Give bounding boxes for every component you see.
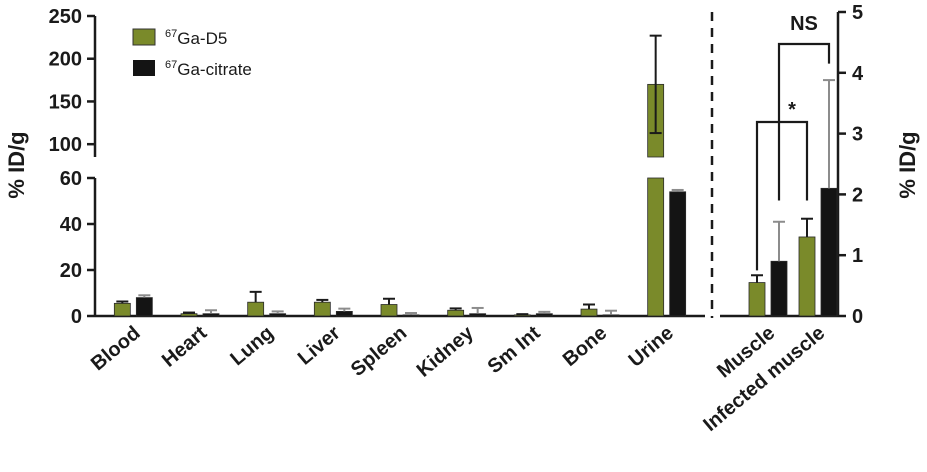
legend-sup-ga-d5: 67 (165, 28, 177, 40)
bar-ga-citrate (135, 297, 153, 317)
bar-ga-citrate (602, 314, 620, 317)
bar-ga-citrate (202, 313, 220, 317)
category-label: Lung (226, 322, 278, 370)
bar-ga-d5 (580, 308, 598, 317)
category-label: Bone (559, 322, 611, 371)
right-tick-label: 2 (852, 184, 863, 206)
left-tick-label: 40 (60, 214, 82, 236)
left-tick-label: 0 (71, 306, 82, 328)
right-tick-label: 5 (852, 2, 863, 24)
bar-ga-d5 (180, 313, 198, 317)
left-y-axis: 0 20 40 60 100 150 200 250 (49, 6, 705, 328)
bar-ga-d5 (447, 309, 465, 317)
legend-label-ga-citrate: 67Ga-citrate (165, 59, 252, 79)
significance-ns-label: NS (790, 13, 818, 35)
right-y-axis-title: % ID/g (895, 131, 920, 198)
category-label: Urine (625, 322, 678, 372)
legend-text-ga-citrate: Ga-citrate (177, 60, 252, 79)
right-tick-label: 1 (852, 245, 863, 267)
bar-ga-citrate (535, 313, 553, 317)
left-tick-label: 100 (49, 134, 82, 156)
error-bars (116, 34, 835, 316)
category-label: Heart (158, 322, 212, 372)
legend-text-ga-d5: Ga-D5 (177, 29, 227, 48)
left-tick-label: 60 (60, 168, 82, 190)
bar-ga-citrate (402, 314, 420, 317)
category-labels: Blood Heart Lung Liver Spleen Kidney Sm Int Bon… (87, 321, 829, 436)
legend-swatch-ga-d5 (132, 28, 156, 46)
bar-right-ga-d5 (798, 236, 816, 317)
category-label: Spleen (347, 322, 411, 381)
right-tick-label: 4 (852, 63, 864, 85)
bar-ga-d5 (313, 301, 331, 317)
left-y-axis-title: % ID/g (4, 131, 29, 198)
legend-label-ga-d5: 67Ga-D5 (165, 28, 227, 48)
bracket-star (755, 120, 809, 271)
legend-swatch-ga-citrate (133, 60, 155, 76)
left-tick-label: 250 (49, 6, 82, 28)
left-tick-label: 200 (49, 49, 82, 71)
category-label: Kidney (413, 321, 479, 381)
bar-ga-d5-lower (647, 177, 665, 317)
bar-right-ga-citrate (820, 187, 838, 317)
bar-ga-citrate (669, 191, 687, 317)
bar-ga-citrate (269, 313, 287, 317)
right-tick-label: 0 (852, 306, 863, 328)
bar-ga-d5 (247, 301, 265, 317)
category-label: Sm Int (484, 322, 545, 378)
significance-star-label: * (788, 99, 796, 121)
category-label: Blood (87, 322, 145, 375)
bar-ga-citrate (469, 313, 487, 317)
bar-marks (113, 83, 838, 317)
bar-ga-citrate (335, 310, 353, 317)
bar-ga-d5 (380, 304, 398, 317)
right-y-axis: 0 1 2 3 4 5 (720, 2, 864, 328)
bar-ga-d5 (113, 302, 131, 317)
bar-right-ga-citrate (770, 260, 788, 317)
category-label: Liver (294, 322, 345, 370)
bracket-ns (777, 42, 831, 201)
left-tick-label: 20 (60, 260, 82, 282)
bar-right-ga-d5 (748, 282, 766, 317)
legend-sup-ga-citrate: 67 (165, 59, 177, 71)
legend: 67Ga-D5 67Ga-citrate (132, 28, 252, 79)
right-tick-label: 3 (852, 124, 863, 146)
left-tick-label: 150 (49, 91, 82, 113)
significance-brackets: * NS (755, 13, 831, 271)
